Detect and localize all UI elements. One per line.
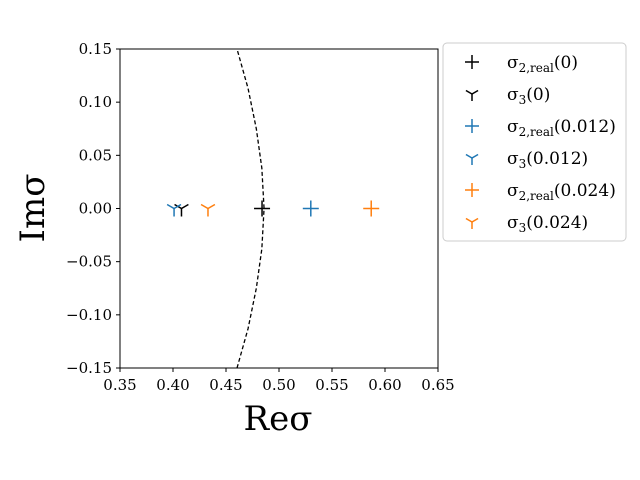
x-tick-label: 0.50: [262, 376, 295, 394]
legend-marker-0: [465, 55, 479, 69]
x-tick-label: 0.40: [156, 376, 189, 394]
legend-label-sub: 3: [519, 93, 527, 107]
plot-area: [119, 48, 439, 369]
reference-curve-dashed: [236, 49, 265, 368]
axes-frame: [119, 48, 439, 369]
x-tick-label: 0.65: [421, 376, 454, 394]
legend-label-sub: 2,real: [519, 125, 554, 139]
legend-label-sub: 2,real: [519, 61, 554, 75]
data-point-series-0-0: [254, 200, 271, 217]
legend-marker-5: [465, 217, 479, 229]
y-tick-label: 0.15: [79, 40, 112, 58]
legend-label-base: σ: [507, 181, 519, 201]
data-point-series-4-0: [363, 200, 380, 217]
legend-label-base: σ: [507, 149, 519, 169]
legend-label-4: σ2,real(0.024): [507, 181, 616, 203]
legend-label-base: σ: [507, 117, 519, 137]
legend-label-sub: 3: [519, 221, 527, 235]
axis-ticks: 0.35 0.40 0.45 0.50 0.55 0.60 0.65 −0.15 −0.10 −0…: [66, 40, 455, 394]
x-tick-label: 0.35: [103, 376, 136, 394]
legend-label-2: σ2,real(0.012): [507, 117, 616, 139]
x-tick-label: 0.55: [315, 376, 348, 394]
y-tick-label: −0.15: [66, 359, 112, 377]
x-tick-label: 0.60: [368, 376, 401, 394]
x-tick-label: 0.45: [209, 376, 242, 394]
legend-label-arg: (0): [554, 53, 578, 73]
legend-label-arg: (0): [526, 85, 550, 105]
y-tick-label: −0.10: [66, 306, 112, 324]
legend-marker-2: [465, 119, 479, 133]
y-axis-label: Imσ: [13, 174, 53, 243]
legend-marker-3: [465, 153, 479, 165]
legend-marker-4: [465, 183, 479, 197]
y-tick-label: −0.05: [66, 253, 112, 271]
legend-label-3: σ3(0.012): [507, 149, 588, 171]
data-point-series-5-0: [200, 203, 216, 217]
legend-label-arg: (0.012): [554, 117, 616, 137]
legend-label-5: σ3(0.024): [507, 213, 588, 235]
y-tick-label: 0.00: [79, 200, 112, 218]
legend: σ2,real(0)σ3(0)σ2,real(0.012)σ3(0.012)σ2…: [442, 42, 627, 242]
legend-label-base: σ: [507, 213, 519, 233]
legend-label-1: σ3(0): [507, 85, 550, 107]
legend-label-0: σ2,real(0): [507, 53, 578, 75]
legend-box: [442, 42, 627, 242]
legend-label-arg: (0.024): [554, 181, 616, 201]
legend-label-sub: 3: [519, 157, 527, 171]
legend-label-arg: (0.024): [526, 213, 588, 233]
legend-marker-1: [465, 89, 479, 101]
data-point-series-3-0: [166, 203, 182, 217]
x-axis-label: Reσ: [244, 399, 313, 439]
legend-label-arg: (0.012): [526, 149, 588, 169]
legend-label-base: σ: [507, 53, 519, 73]
y-tick-label: 0.05: [79, 146, 112, 164]
data-point-series-2-0: [302, 200, 319, 217]
legend-label-base: σ: [507, 85, 519, 105]
legend-label-sub: 2,real: [519, 189, 554, 203]
y-tick-label: 0.10: [79, 93, 112, 111]
